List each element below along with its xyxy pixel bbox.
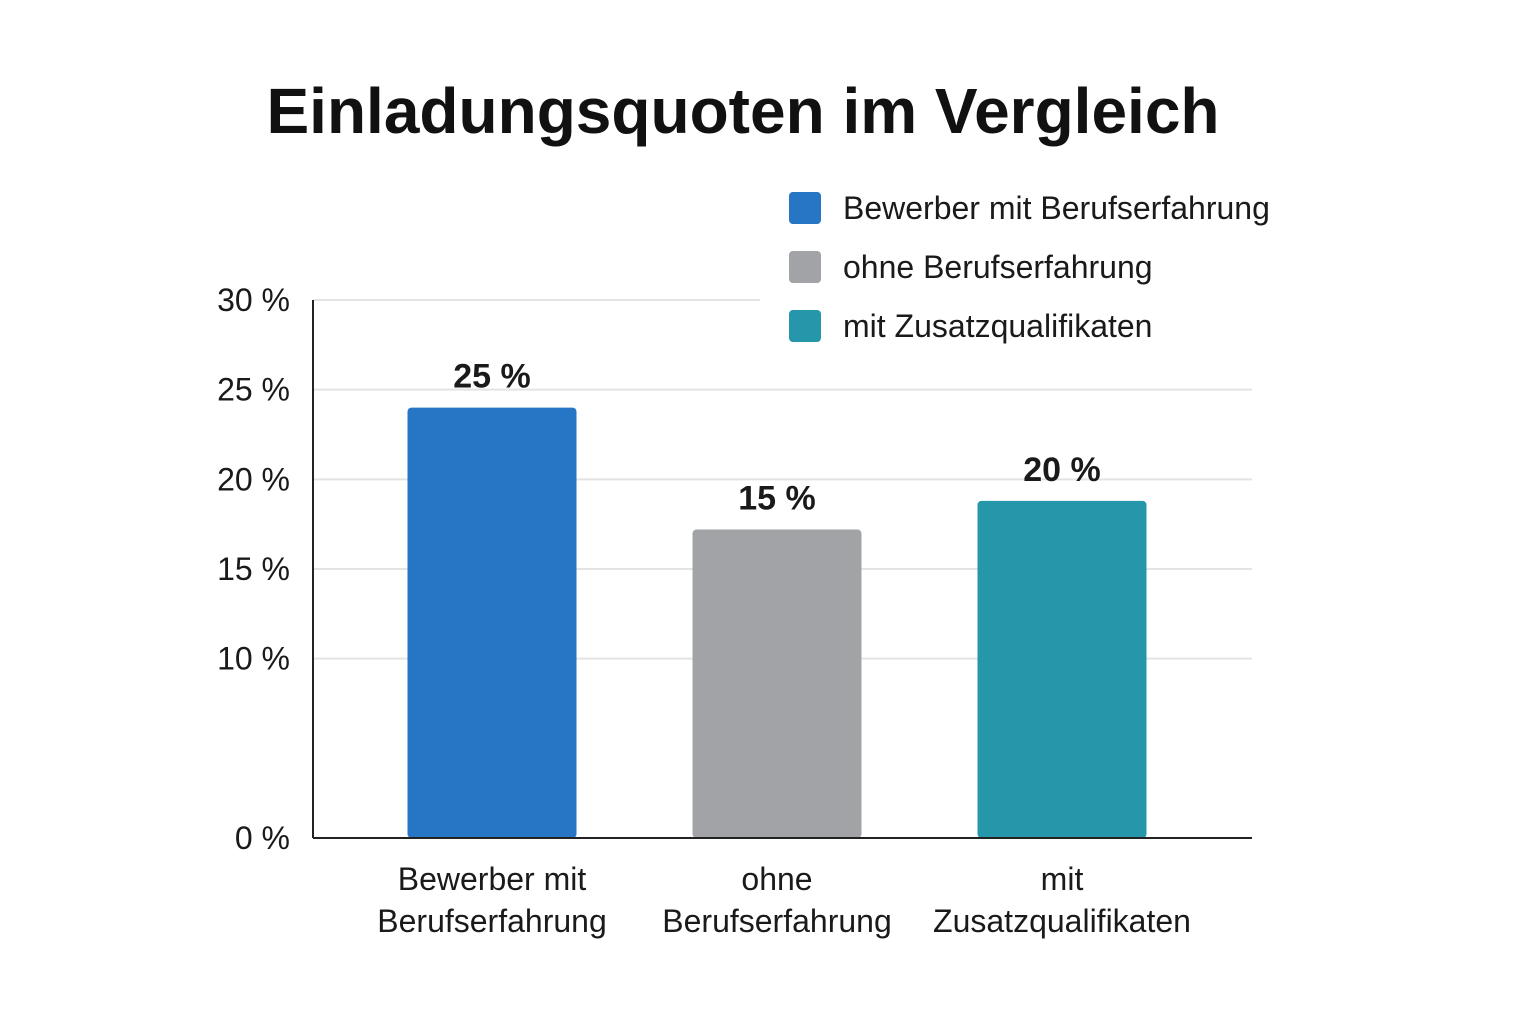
x-tick-label: Zusatzqualifikaten (933, 903, 1191, 939)
x-tick-label: Berufserfahrung (377, 903, 606, 939)
x-tick-label: ohne (741, 861, 812, 897)
data-label: 15 % (738, 480, 816, 518)
legend-swatch (789, 310, 821, 342)
y-tick-label: 15 % (217, 551, 290, 587)
y-tick-label: 30 % (217, 282, 290, 318)
legend-background (760, 180, 1320, 355)
legend-label: Bewerber mit Berufserfahrung (843, 190, 1270, 226)
x-tick-label: Berufserfahrung (662, 903, 891, 939)
x-tick-label: mit (1041, 861, 1084, 897)
legend-label: mit Zusatzqualifikaten (843, 308, 1152, 344)
x-axis-categories: Bewerber mit Berufserfahrung ohne Berufserf… (377, 861, 1191, 939)
bar (407, 407, 577, 838)
data-label: 25 % (453, 358, 531, 396)
legend-swatch (789, 251, 821, 283)
y-tick-label: 25 % (217, 372, 290, 408)
bars (407, 407, 1147, 838)
y-axis-ticks: 0 % 10 % 15 % 20 % 25 % 30 % (217, 282, 290, 856)
value-labels: 25 % 15 % 20 % (453, 358, 1101, 518)
bar (692, 529, 862, 838)
bar (977, 500, 1147, 838)
legend: Bewerber mit Berufserfahrung ohne Berufse… (760, 180, 1320, 355)
x-tick-label: Bewerber mit (398, 861, 587, 897)
legend-swatch (789, 192, 821, 224)
data-label: 20 % (1023, 451, 1101, 489)
y-tick-label: 10 % (217, 641, 290, 677)
y-tick-label: 0 % (235, 820, 290, 856)
legend-label: ohne Berufserfahrung (843, 249, 1153, 285)
chart-title: Einladungsquoten im Vergleich (266, 75, 1219, 147)
y-tick-label: 20 % (217, 461, 290, 497)
